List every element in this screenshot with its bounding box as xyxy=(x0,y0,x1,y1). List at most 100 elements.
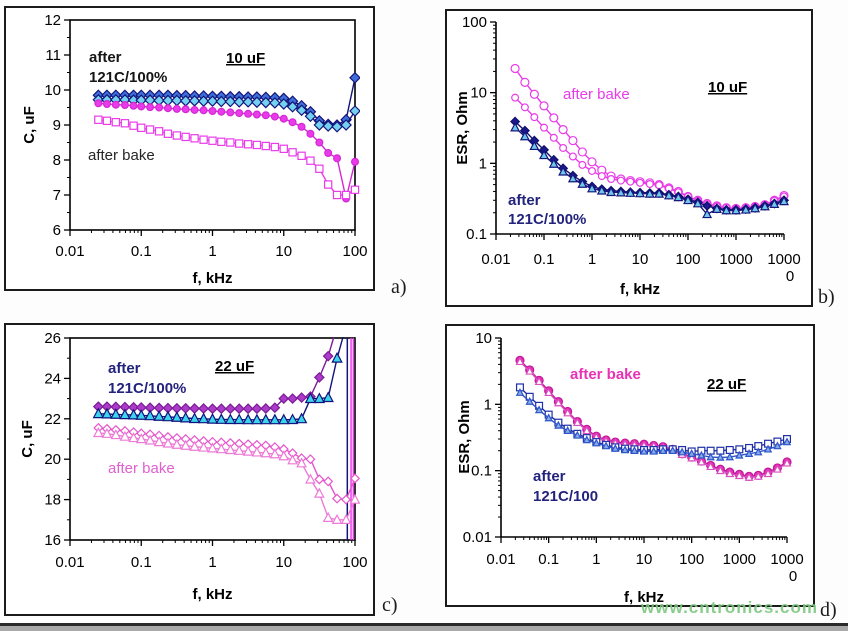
series-marker xyxy=(120,119,130,128)
annotation: 121C/100% xyxy=(89,69,167,86)
series-marker xyxy=(683,194,693,205)
series-marker xyxy=(135,409,148,420)
series-marker xyxy=(323,476,334,487)
series-marker xyxy=(235,139,244,148)
series-marker xyxy=(153,436,165,447)
panel-letter-d: d) xyxy=(820,599,837,621)
series-marker xyxy=(577,147,587,157)
series-marker xyxy=(199,135,208,144)
y-tick-label: 11 xyxy=(45,47,61,64)
annotation: 22 uF xyxy=(215,358,254,375)
y-tick-label: 0.01 xyxy=(463,529,492,546)
series-marker xyxy=(251,403,263,415)
series-marker xyxy=(102,116,112,125)
series-marker xyxy=(260,413,272,425)
series-marker xyxy=(242,403,254,415)
series-marker xyxy=(692,198,703,208)
series-marker xyxy=(558,166,569,176)
series-marker xyxy=(759,201,770,211)
series-marker xyxy=(753,471,763,480)
series-marker xyxy=(305,473,316,484)
y-tick-label: 10 xyxy=(44,82,61,99)
annotation: 121C/100% xyxy=(108,380,186,397)
x-axis-title: f, kHz xyxy=(192,586,232,603)
series-marker xyxy=(525,396,534,405)
annotation: after xyxy=(533,468,566,485)
series-marker xyxy=(677,447,687,456)
x-axis-title: f, kHz xyxy=(620,281,660,298)
series-marker xyxy=(111,117,121,127)
series-marker xyxy=(597,172,606,181)
series-marker xyxy=(137,123,146,132)
series-marker xyxy=(349,493,360,504)
series-marker xyxy=(163,104,172,113)
series-marker xyxy=(606,186,617,197)
series-marker xyxy=(773,441,782,450)
series-marker xyxy=(539,123,548,132)
series-marker xyxy=(754,447,763,456)
series-marker xyxy=(305,454,316,465)
series-marker xyxy=(269,402,281,414)
series-marker xyxy=(251,96,263,109)
series-marker xyxy=(277,413,290,425)
series-marker xyxy=(215,413,228,424)
x-tick-label: 1 xyxy=(588,251,596,268)
series-marker xyxy=(734,470,744,480)
series-marker xyxy=(645,179,654,188)
series-marker xyxy=(315,138,324,147)
series-marker xyxy=(127,408,140,420)
series-marker xyxy=(314,474,325,485)
y-tick-label: 100 xyxy=(462,14,487,31)
series-marker xyxy=(154,127,164,136)
series-marker xyxy=(188,95,201,107)
series-marker xyxy=(199,106,208,115)
series-marker xyxy=(773,464,782,473)
x-tick-label: 0.1 xyxy=(538,551,559,568)
series-marker xyxy=(559,143,568,152)
series-markers xyxy=(92,351,343,425)
series-marker xyxy=(243,140,253,149)
annotation: 10 uF xyxy=(708,79,747,96)
series-marker xyxy=(725,452,734,461)
y-tick-label: 10 xyxy=(475,330,492,347)
series-marker xyxy=(233,96,246,108)
series-marker xyxy=(331,513,343,524)
series-marker xyxy=(224,403,236,415)
series-marker xyxy=(260,403,272,414)
series-marker xyxy=(744,449,754,457)
series-marker xyxy=(111,100,120,109)
series-marker xyxy=(515,387,525,396)
annotation: after bake xyxy=(108,460,175,477)
series-marker xyxy=(260,447,272,458)
annotation: after bake xyxy=(88,147,155,164)
series-marker xyxy=(332,190,342,200)
watermark-text: www.cntronics.com xyxy=(641,598,818,617)
panel-letter-b: b) xyxy=(818,286,835,308)
annotation: after bake xyxy=(570,366,641,383)
series-marker xyxy=(119,408,131,420)
x-axis-title: f, kHz xyxy=(192,270,232,287)
series-marker xyxy=(322,391,334,403)
series-marker xyxy=(215,95,228,108)
series-marker xyxy=(323,180,333,189)
series-marker xyxy=(208,136,217,145)
series-marker xyxy=(179,411,192,423)
series-marker xyxy=(190,134,199,143)
chart-panel-b: 0.01 0.1 1 10 100 1000 1000 0 0.1 1 10 100 f, kHz ESR… xyxy=(445,9,813,307)
series-marker xyxy=(128,432,139,443)
series-marker xyxy=(568,152,577,161)
series-marker xyxy=(313,392,326,404)
series-marker xyxy=(269,448,281,459)
series-marker xyxy=(611,443,620,452)
annotation: 121C/100 xyxy=(533,488,598,505)
series-marker xyxy=(715,465,725,475)
series-marker xyxy=(295,104,308,117)
series-marker xyxy=(261,141,271,151)
series-marker xyxy=(251,413,263,425)
series-marker xyxy=(578,160,587,169)
series-marker xyxy=(144,409,156,421)
annotation: after xyxy=(108,360,141,377)
series-marker xyxy=(563,426,572,434)
series-marker xyxy=(544,413,553,422)
